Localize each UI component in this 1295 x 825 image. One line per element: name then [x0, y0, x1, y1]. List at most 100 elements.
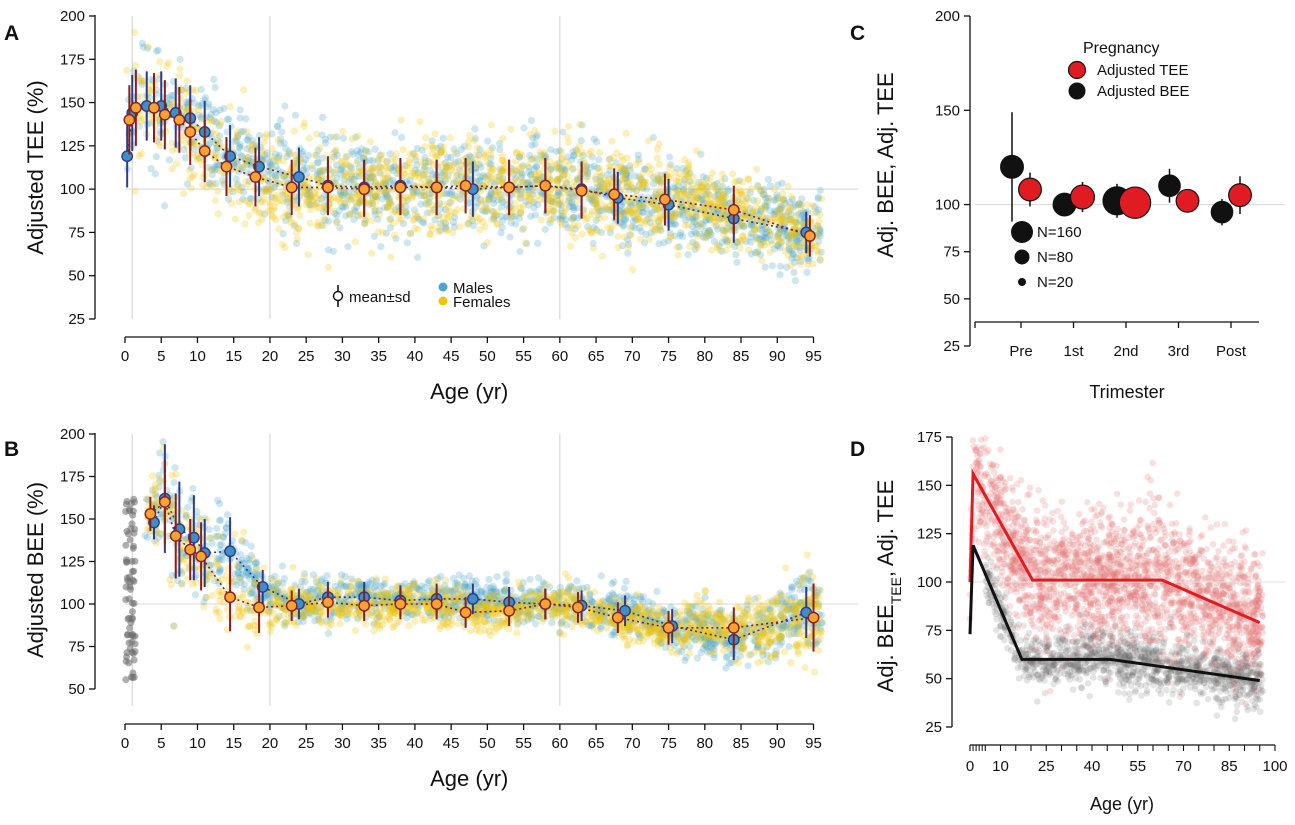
- data-point: [214, 161, 222, 169]
- data-point: [636, 235, 644, 243]
- data-point: [233, 180, 242, 188]
- data-point: [795, 200, 804, 208]
- data-point: [278, 188, 286, 196]
- data-point: [564, 153, 572, 161]
- data-point: [165, 156, 174, 164]
- data-point: [147, 119, 155, 127]
- data-point: [230, 161, 238, 170]
- data-point: [811, 242, 819, 250]
- data-point: [553, 177, 562, 185]
- data-point: [439, 148, 448, 156]
- data-point: [232, 175, 240, 183]
- data-point: [738, 178, 746, 186]
- data-point: [643, 185, 651, 193]
- data-point: [444, 226, 452, 234]
- data-point: [694, 206, 702, 214]
- data-point: [719, 183, 727, 191]
- data-point: [756, 235, 764, 243]
- data-point: [456, 223, 464, 231]
- data-point: [592, 216, 600, 225]
- data-point: [305, 186, 313, 195]
- y-tick-label: 100: [60, 181, 85, 198]
- data-point: [447, 198, 455, 206]
- data-point: [471, 125, 479, 133]
- data-point: [668, 220, 676, 228]
- data-point: [763, 214, 771, 222]
- data-point: [361, 146, 370, 155]
- data-point: [620, 168, 628, 176]
- data-point: [680, 175, 688, 184]
- data-point: [139, 77, 147, 85]
- data-point: [220, 104, 228, 113]
- data-point: [425, 190, 434, 198]
- data-point: [235, 198, 243, 206]
- data-point: [818, 195, 826, 203]
- data-point: [278, 562, 287, 570]
- data-point: [671, 212, 679, 220]
- data-point: [562, 179, 570, 187]
- data-point: [527, 212, 535, 221]
- data-point: [622, 577, 630, 585]
- data-point: [781, 648, 789, 656]
- data-point: [583, 169, 591, 177]
- data-point: [590, 223, 598, 232]
- data-point: [520, 224, 528, 232]
- data-point: [596, 148, 604, 157]
- data-point: [369, 202, 377, 211]
- data-point: [267, 169, 275, 178]
- data-point: [733, 258, 741, 266]
- data-point: [213, 524, 221, 532]
- data-point: [638, 202, 647, 210]
- data-point: [674, 251, 682, 259]
- data-point: [419, 215, 428, 223]
- data-point: [265, 187, 273, 195]
- data-point: [242, 197, 250, 205]
- data-point: [605, 206, 613, 214]
- data-point: [319, 113, 327, 122]
- y-axis-title: Adjusted TEE (%): [23, 80, 48, 254]
- data-point: [731, 194, 739, 203]
- data-point: [571, 234, 579, 242]
- data-point: [279, 230, 287, 238]
- data-point: [333, 218, 341, 226]
- data-point: [321, 216, 329, 224]
- data-point: [787, 193, 796, 201]
- mean-marker: [121, 150, 134, 163]
- data-point: [352, 198, 361, 206]
- data-point: [377, 243, 385, 251]
- data-point: [499, 174, 507, 183]
- data-point: [184, 503, 192, 511]
- data-point: [681, 656, 689, 665]
- data-point: [796, 244, 804, 252]
- data-point: [608, 580, 616, 588]
- data-point: [600, 214, 609, 222]
- data-point: [443, 175, 451, 183]
- data-point: [426, 209, 435, 217]
- data-point: [804, 201, 812, 209]
- data-point: [718, 170, 727, 178]
- data-point: [397, 216, 405, 224]
- data-point: [784, 216, 792, 224]
- data-point: [779, 196, 788, 205]
- data-point: [451, 148, 459, 157]
- x-tick-label: 65: [588, 348, 605, 365]
- data-point: [526, 151, 534, 160]
- data-point: [579, 206, 587, 215]
- mean-marker: [503, 181, 516, 194]
- data-point: [631, 199, 639, 207]
- data-point: [207, 534, 216, 542]
- data-point: [753, 165, 761, 173]
- data-point: [502, 570, 511, 578]
- data-point: [314, 174, 322, 183]
- data-point: [299, 148, 307, 156]
- data-point: [632, 187, 640, 195]
- data-point: [210, 166, 219, 174]
- data-point: [487, 189, 496, 197]
- data-point: [473, 583, 481, 591]
- data-point: [656, 177, 664, 185]
- data-point: [368, 172, 376, 180]
- data-point: [758, 232, 766, 241]
- data-point: [216, 121, 225, 129]
- y-tick-label: 25: [68, 311, 85, 328]
- data-point: [303, 177, 311, 185]
